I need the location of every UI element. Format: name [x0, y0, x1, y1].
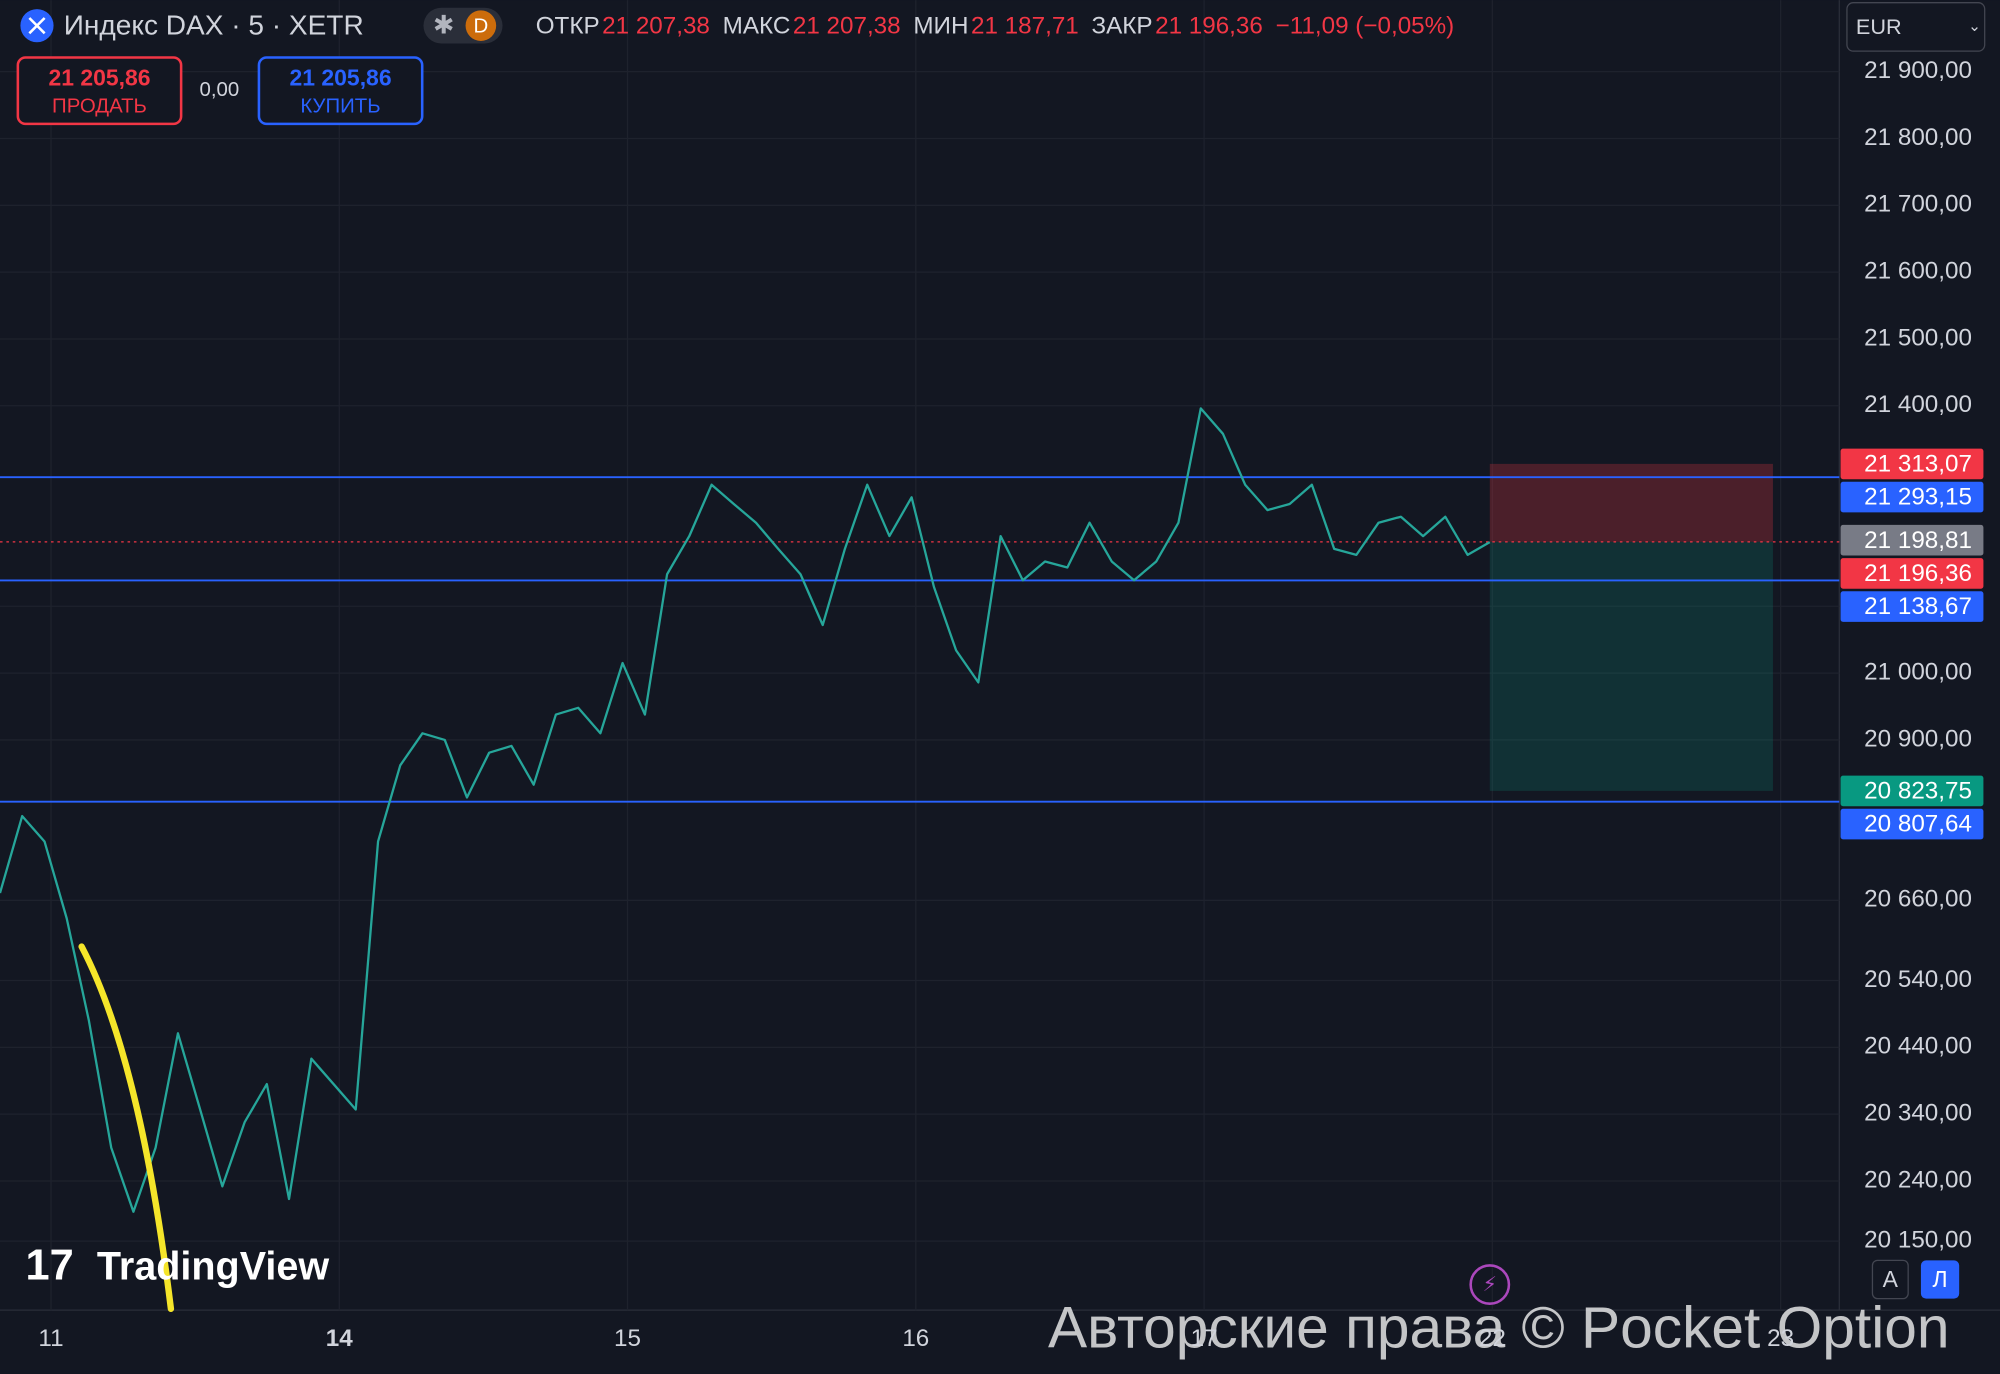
price-tick-label: 20 900,00	[1864, 725, 1972, 752]
symbol-icon	[28, 17, 46, 35]
auto-button[interactable]	[1871, 1259, 1909, 1300]
replay-icon[interactable]	[1469, 1264, 1511, 1305]
logo-mark: 17	[26, 1241, 74, 1289]
ohlc-label: ЗАКР	[1092, 12, 1153, 39]
time-label: 15	[614, 1325, 641, 1352]
target-zone	[1489, 541, 1773, 791]
sell-label: ПРОДАТЬ	[52, 96, 147, 118]
time-label: 23	[1767, 1325, 1794, 1352]
time-label: 22	[1479, 1325, 1506, 1352]
currency-select[interactable]	[1846, 2, 1986, 52]
auto-label: A	[1883, 1266, 1899, 1292]
currency: EUR	[1856, 14, 1902, 39]
spread: 0,00	[200, 79, 240, 101]
sell-button[interactable]	[16, 56, 183, 126]
price-tag	[1840, 448, 1984, 480]
price-tick-label: 20 540,00	[1864, 966, 1972, 993]
status-icon: ✱	[433, 12, 454, 40]
price-tag	[1840, 591, 1984, 622]
logo: TradingView	[97, 1245, 329, 1289]
time-label: 14	[326, 1325, 353, 1352]
symbol[interactable]: Индекс DAX · 5 · XETR	[64, 9, 364, 40]
price-line	[0, 407, 1491, 1213]
ohlc-label: ОТКР	[536, 12, 600, 39]
price-tick-label: 20 660,00	[1864, 886, 1972, 913]
price-tag-label: 20 807,64	[1864, 811, 1972, 838]
ohlc-value: 21 207,38	[793, 12, 901, 39]
ohlc-value: 21 187,71	[971, 12, 1079, 39]
drawing	[78, 943, 175, 1312]
price-tag	[1840, 524, 1984, 556]
time-label: 16	[902, 1325, 929, 1352]
price-tick-label: 21 500,00	[1864, 324, 1972, 351]
price-tick-label: 20 240,00	[1864, 1166, 1972, 1193]
replay-icon: ⚡	[1483, 1274, 1497, 1296]
change: −11,09 (−0,05%)	[1276, 12, 1455, 39]
ohlc-label: МИН	[913, 12, 968, 39]
price-tag	[1840, 775, 1984, 807]
price-tick-label: 20 440,00	[1864, 1033, 1972, 1060]
price-tick-label: 20 150,00	[1864, 1227, 1972, 1254]
price-tag-label: 20 823,75	[1864, 778, 1972, 805]
price-tag-label: 21 293,15	[1864, 484, 1972, 511]
price-tag-label: 21 196,36	[1864, 560, 1972, 587]
dropdown-arrow: ⌄	[1968, 18, 1981, 35]
price-tick-label: 21 000,00	[1864, 659, 1972, 686]
stop-zone	[1489, 463, 1773, 542]
price-tick-label: 21 600,00	[1864, 258, 1972, 285]
price-tag-label: 21 198,81	[1864, 527, 1972, 554]
log-label: Л	[1933, 1266, 1948, 1292]
price-tag	[1840, 808, 1984, 840]
log-button[interactable]	[1920, 1260, 1960, 1299]
badge: D	[474, 15, 489, 37]
price-tag-label: 21 313,07	[1864, 451, 1972, 478]
price-tick-label: 21 800,00	[1864, 124, 1972, 151]
ohlc-value: 21 207,38	[602, 12, 710, 39]
price-tag	[1840, 481, 1984, 513]
buy-button[interactable]	[257, 56, 424, 126]
badge	[465, 10, 497, 41]
watermark: Авторские права © Pocket Option	[1048, 1295, 1950, 1360]
buy-price: 21 205,86	[290, 64, 392, 90]
price-tick-label: 20 340,00	[1864, 1100, 1972, 1127]
time-label: 17	[1191, 1325, 1218, 1352]
price-tick-label: 21 700,00	[1864, 191, 1972, 218]
price-tick-label: 21 400,00	[1864, 391, 1972, 418]
price-tag-label: 21 138,67	[1864, 593, 1972, 620]
time-label: 11	[38, 1325, 63, 1352]
ohlc-label: МАКС	[723, 12, 791, 39]
price-tick-label: 21 900,00	[1864, 57, 1972, 84]
ohlc-value: 21 196,36	[1155, 12, 1263, 39]
buy-label: КУПИТЬ	[300, 96, 380, 118]
price-tag	[1840, 558, 1984, 589]
sell-price: 21 205,86	[48, 64, 150, 90]
